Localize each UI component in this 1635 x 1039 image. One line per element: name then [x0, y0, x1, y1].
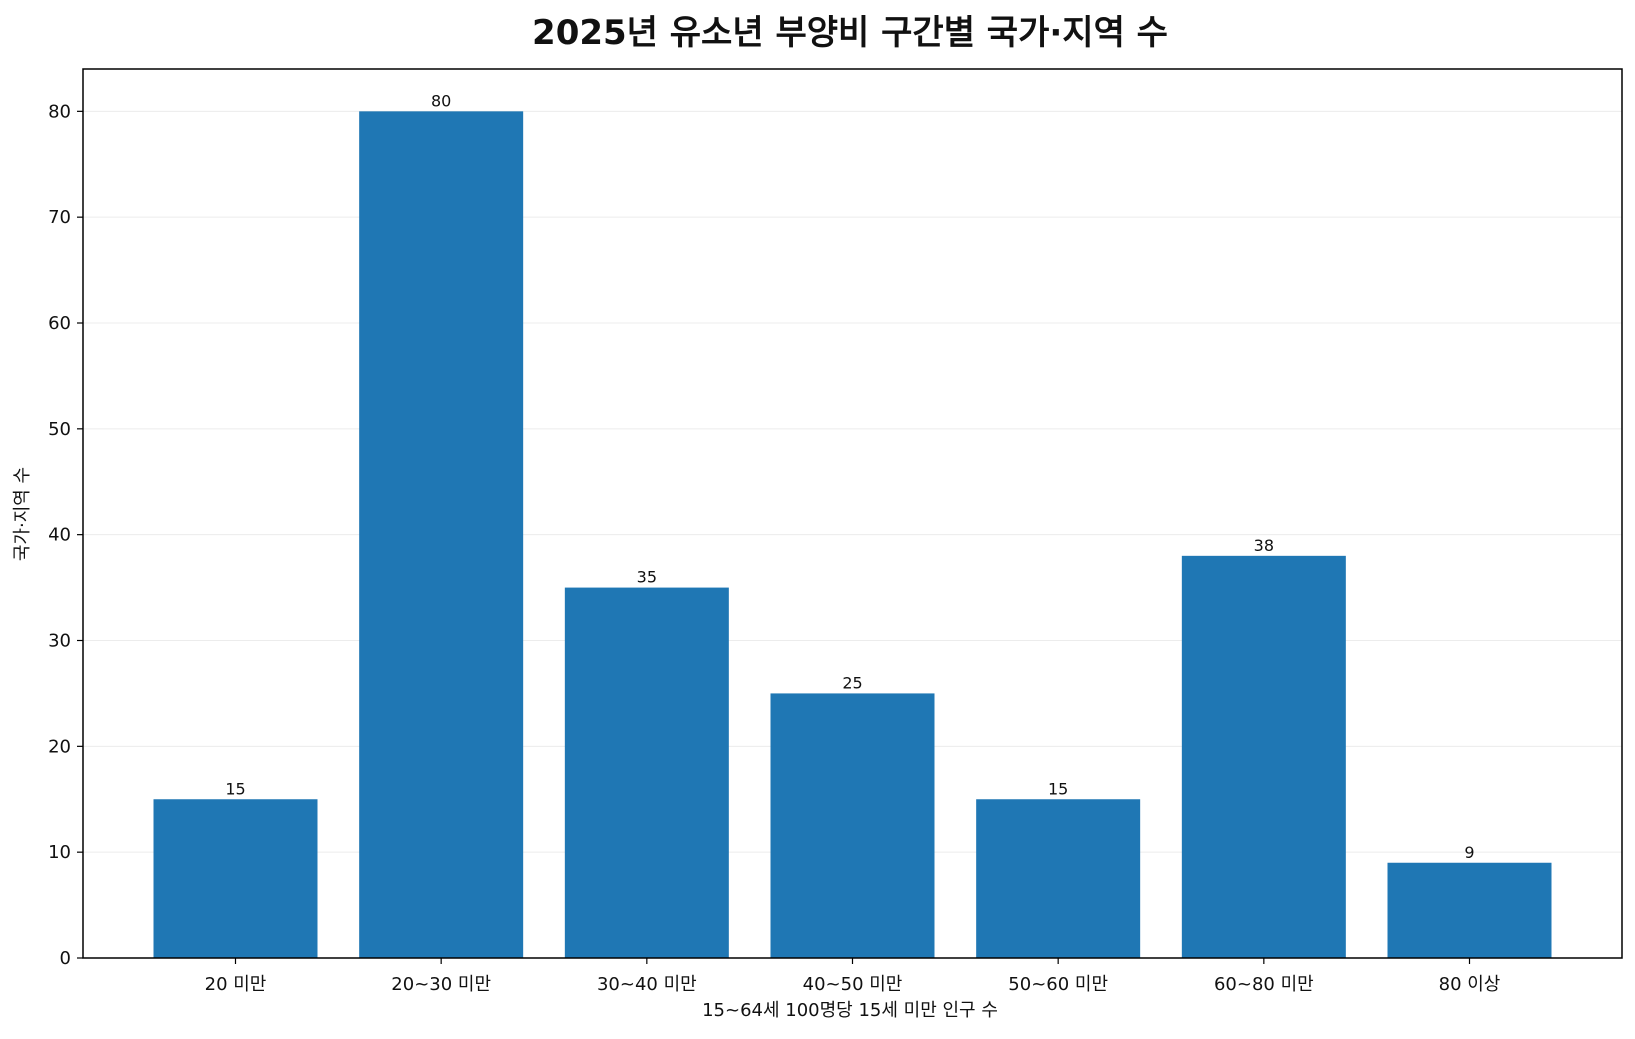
x-tick-label: 80 이상 — [1439, 974, 1501, 995]
data-labels: 15 80 35 25 15 38 9 — [225, 91, 1474, 861]
bar — [359, 111, 524, 959]
bar — [1387, 862, 1552, 958]
bar — [976, 799, 1141, 958]
bar-value-label: 15 — [225, 779, 245, 798]
y-tick-label: 50 — [48, 419, 71, 440]
y-tick-label: 20 — [48, 736, 71, 757]
x-axis-ticks: 20 미만 20~30 미만 30~40 미만 40~50 미만 50~60 미만 60~… — [205, 958, 1501, 995]
x-tick-label: 20 미만 — [205, 974, 267, 995]
y-tick-label: 30 — [48, 631, 71, 652]
x-axis-label: 15~64세 100명당 15세 미만 인구 수 — [702, 1000, 998, 1021]
grid-lines — [83, 110, 1622, 853]
y-tick-label: 80 — [48, 101, 71, 122]
bar-value-label: 25 — [842, 673, 862, 692]
bar-value-label: 9 — [1464, 843, 1474, 862]
x-tick-label: 60~80 미만 — [1214, 974, 1314, 995]
bar-value-label: 35 — [637, 568, 657, 587]
bar — [1181, 555, 1346, 958]
x-tick-label: 20~30 미만 — [391, 974, 491, 995]
y-axis-ticks: 0 10 20 30 40 50 60 70 80 — [48, 101, 83, 969]
x-tick-label: 40~50 미만 — [803, 974, 903, 995]
y-tick-label: 10 — [48, 842, 71, 863]
y-tick-label: 0 — [60, 948, 71, 969]
y-tick-label: 60 — [48, 313, 71, 334]
y-tick-label: 70 — [48, 207, 71, 228]
y-axis-label: 국가·지역 수 — [12, 467, 33, 561]
bars — [153, 111, 1552, 959]
chart-title: 2025년 유소년 부양비 구간별 국가·지역 수 — [532, 13, 1168, 53]
bar — [770, 693, 935, 958]
x-tick-label: 50~60 미만 — [1008, 974, 1108, 995]
bar-value-label: 80 — [431, 91, 451, 110]
bar — [564, 587, 729, 958]
bar — [153, 799, 318, 958]
bar-value-label: 15 — [1048, 779, 1068, 798]
x-tick-label: 30~40 미만 — [597, 974, 697, 995]
y-tick-label: 40 — [48, 525, 71, 546]
bar-value-label: 38 — [1254, 536, 1274, 555]
